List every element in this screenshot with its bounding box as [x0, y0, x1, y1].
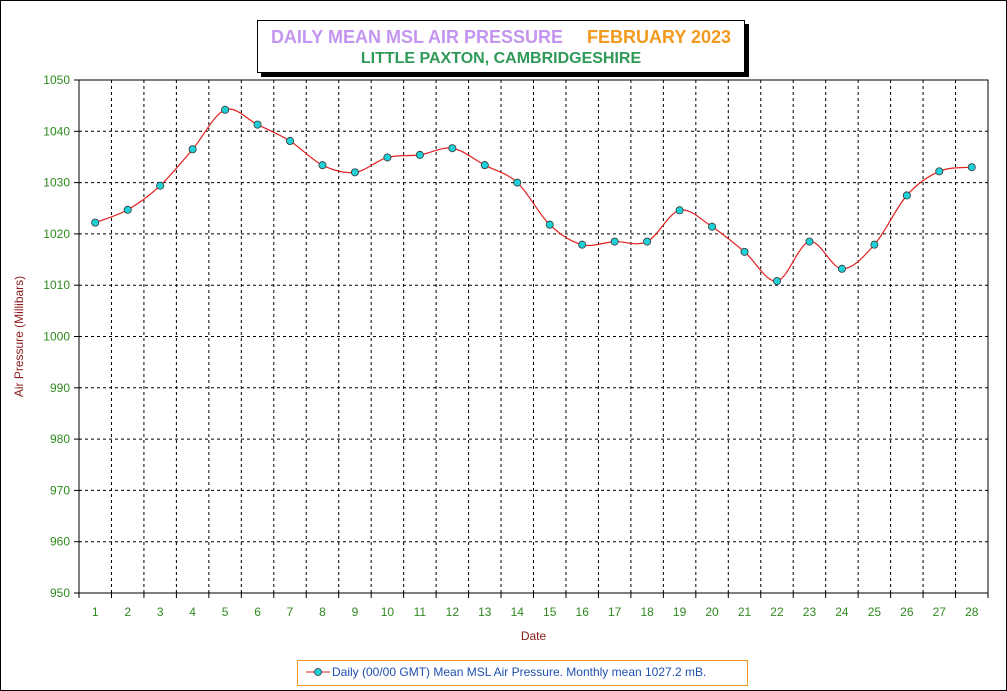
x-tick-label: 10 [381, 605, 395, 619]
x-tick-label: 19 [673, 605, 687, 619]
y-tick-label: 960 [50, 535, 70, 549]
x-tick-label: 3 [157, 605, 164, 619]
data-point [805, 237, 814, 246]
y-tick-label: 1050 [43, 73, 70, 87]
y-tick-label: 1000 [43, 330, 70, 344]
data-point [513, 178, 522, 187]
x-tick-label: 8 [319, 605, 326, 619]
x-tick-label: 16 [576, 605, 590, 619]
x-tick-label: 20 [705, 605, 719, 619]
x-tick-label: 24 [835, 605, 849, 619]
x-tick-label: 28 [965, 605, 979, 619]
legend: Daily (00/00 GMT) Mean MSL Air Pressure.… [297, 660, 748, 686]
x-tick-label: 5 [222, 605, 229, 619]
x-tick-label: 12 [446, 605, 460, 619]
chart-subtitle: LITTLE PAXTON, CAMBRIDGESHIRE [360, 50, 642, 67]
y-tick-label: 980 [50, 432, 70, 446]
x-tick-label: 27 [933, 605, 947, 619]
y-tick-label: 1040 [43, 124, 70, 138]
data-point [610, 237, 619, 246]
x-tick-label: 7 [287, 605, 294, 619]
x-tick-label: 18 [640, 605, 654, 619]
x-tick-label: 25 [868, 605, 882, 619]
data-point [123, 205, 132, 214]
x-tick-label: 6 [254, 605, 261, 619]
data-point [156, 181, 165, 190]
data-point [935, 167, 944, 176]
x-tick-label: 23 [803, 605, 817, 619]
x-tick-label: 2 [124, 605, 131, 619]
data-point [902, 191, 911, 200]
data-point [740, 247, 749, 256]
data-point [545, 220, 554, 229]
x-axis-title: Date [521, 629, 547, 643]
chart-title-line: DAILY MEAN MSL AIR PRESSURE FEBRUARY 2023 [258, 27, 744, 48]
chart-month: FEBRUARY 2023 [587, 27, 732, 47]
data-point [578, 240, 587, 249]
x-tick-label: 9 [352, 605, 359, 619]
x-tick-label: 1 [92, 605, 99, 619]
legend-label: Daily (00/00 GMT) Mean MSL Air Pressure.… [332, 665, 707, 679]
x-tick-label: 11 [414, 605, 427, 619]
data-point [870, 240, 879, 249]
data-point [708, 222, 717, 231]
data-point [643, 237, 652, 246]
x-tick-label: 15 [543, 605, 557, 619]
data-point [188, 145, 197, 154]
data-point [415, 150, 424, 159]
series-line [95, 108, 972, 282]
data-point [253, 120, 262, 129]
y-tick-label: 990 [50, 381, 70, 395]
data-point [448, 144, 457, 153]
x-tick-label: 17 [608, 605, 622, 619]
data-point [350, 168, 359, 177]
y-tick-label: 1010 [43, 278, 70, 292]
y-tick-label: 1020 [43, 227, 70, 241]
data-point [318, 161, 327, 170]
data-point [221, 105, 230, 114]
data-point [480, 161, 489, 170]
data-point [675, 206, 684, 215]
legend-line-marker-icon [306, 668, 330, 676]
x-tick-label: 21 [738, 605, 752, 619]
data-point [91, 218, 100, 227]
data-point [772, 277, 781, 286]
data-point [383, 153, 392, 162]
x-tick-label: 26 [900, 605, 914, 619]
plot-border [78, 79, 989, 594]
chart-title: DAILY MEAN MSL AIR PRESSURE [270, 27, 563, 47]
y-tick-label: 1030 [43, 176, 70, 190]
y-tick-label: 970 [50, 483, 70, 497]
x-tick-label: 4 [189, 605, 196, 619]
x-tick-label: 13 [478, 605, 492, 619]
data-point [967, 163, 976, 172]
y-axis-title: Air Pressure (Millibars) [12, 276, 26, 397]
x-tick-label: 22 [770, 605, 784, 619]
x-tick-label: 14 [511, 605, 525, 619]
chart-title-box: DAILY MEAN MSL AIR PRESSURE FEBRUARY 2023… [257, 20, 745, 73]
data-point [837, 264, 846, 273]
data-point [286, 137, 295, 146]
y-tick-label: 950 [50, 586, 70, 600]
